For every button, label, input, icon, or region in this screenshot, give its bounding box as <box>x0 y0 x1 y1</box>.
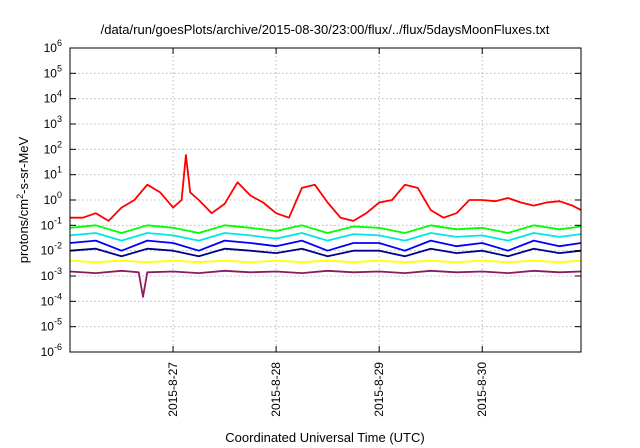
y-tick-label: 102 <box>44 139 62 156</box>
series-line-6 <box>69 269 582 298</box>
x-tick-label: 2015-8-29 <box>372 362 386 417</box>
y-tick-label: 106 <box>44 38 62 55</box>
y-tick-label: 10-1 <box>41 215 62 232</box>
y-axis-label-pre: protons/cm <box>16 199 31 263</box>
y-axis: 10-6 10-5 10-4 10-3 10-2 10-1 100 101 102 103 104 1… <box>41 38 581 359</box>
chart-title: /data/run/goesPlots/archive/2015-08-30/2… <box>101 22 550 37</box>
x-axis: 2015-8-27 2015-8-28 2015-8-29 2015-8-30 <box>166 48 489 417</box>
y-tick-label: 10-6 <box>41 342 62 359</box>
y-tick-label: 10-3 <box>41 266 62 283</box>
y-tick-label: 10-4 <box>41 291 62 308</box>
y-axis-label-post: -s-sr-MeV <box>16 136 31 193</box>
y-tick-label: 105 <box>44 63 62 80</box>
y-tick-label: 103 <box>44 114 62 131</box>
y-tick-label: 10-2 <box>41 241 62 258</box>
series-line-3 <box>69 239 582 252</box>
y-axis-label-sup: 2 <box>15 194 25 199</box>
y-axis-label: protons/cm2-s-sr-MeV <box>15 136 31 263</box>
series-line-1 <box>69 224 582 234</box>
y-tick-label: 100 <box>44 190 62 207</box>
series-line-5 <box>69 259 582 264</box>
series-line-4 <box>69 247 582 258</box>
series-group <box>69 154 582 298</box>
x-tick-label: 2015-8-27 <box>166 362 180 417</box>
series-line-0 <box>70 154 582 222</box>
y-tick-label: 104 <box>44 89 62 106</box>
grid <box>70 48 581 352</box>
x-axis-label: Coordinated Universal Time (UTC) <box>225 430 424 445</box>
series-line-2 <box>69 232 582 242</box>
x-tick-label: 2015-8-28 <box>269 362 283 417</box>
y-tick-label: 101 <box>44 165 62 182</box>
y-tick-label: 10-5 <box>41 317 62 334</box>
x-tick-label: 2015-8-30 <box>475 362 489 417</box>
